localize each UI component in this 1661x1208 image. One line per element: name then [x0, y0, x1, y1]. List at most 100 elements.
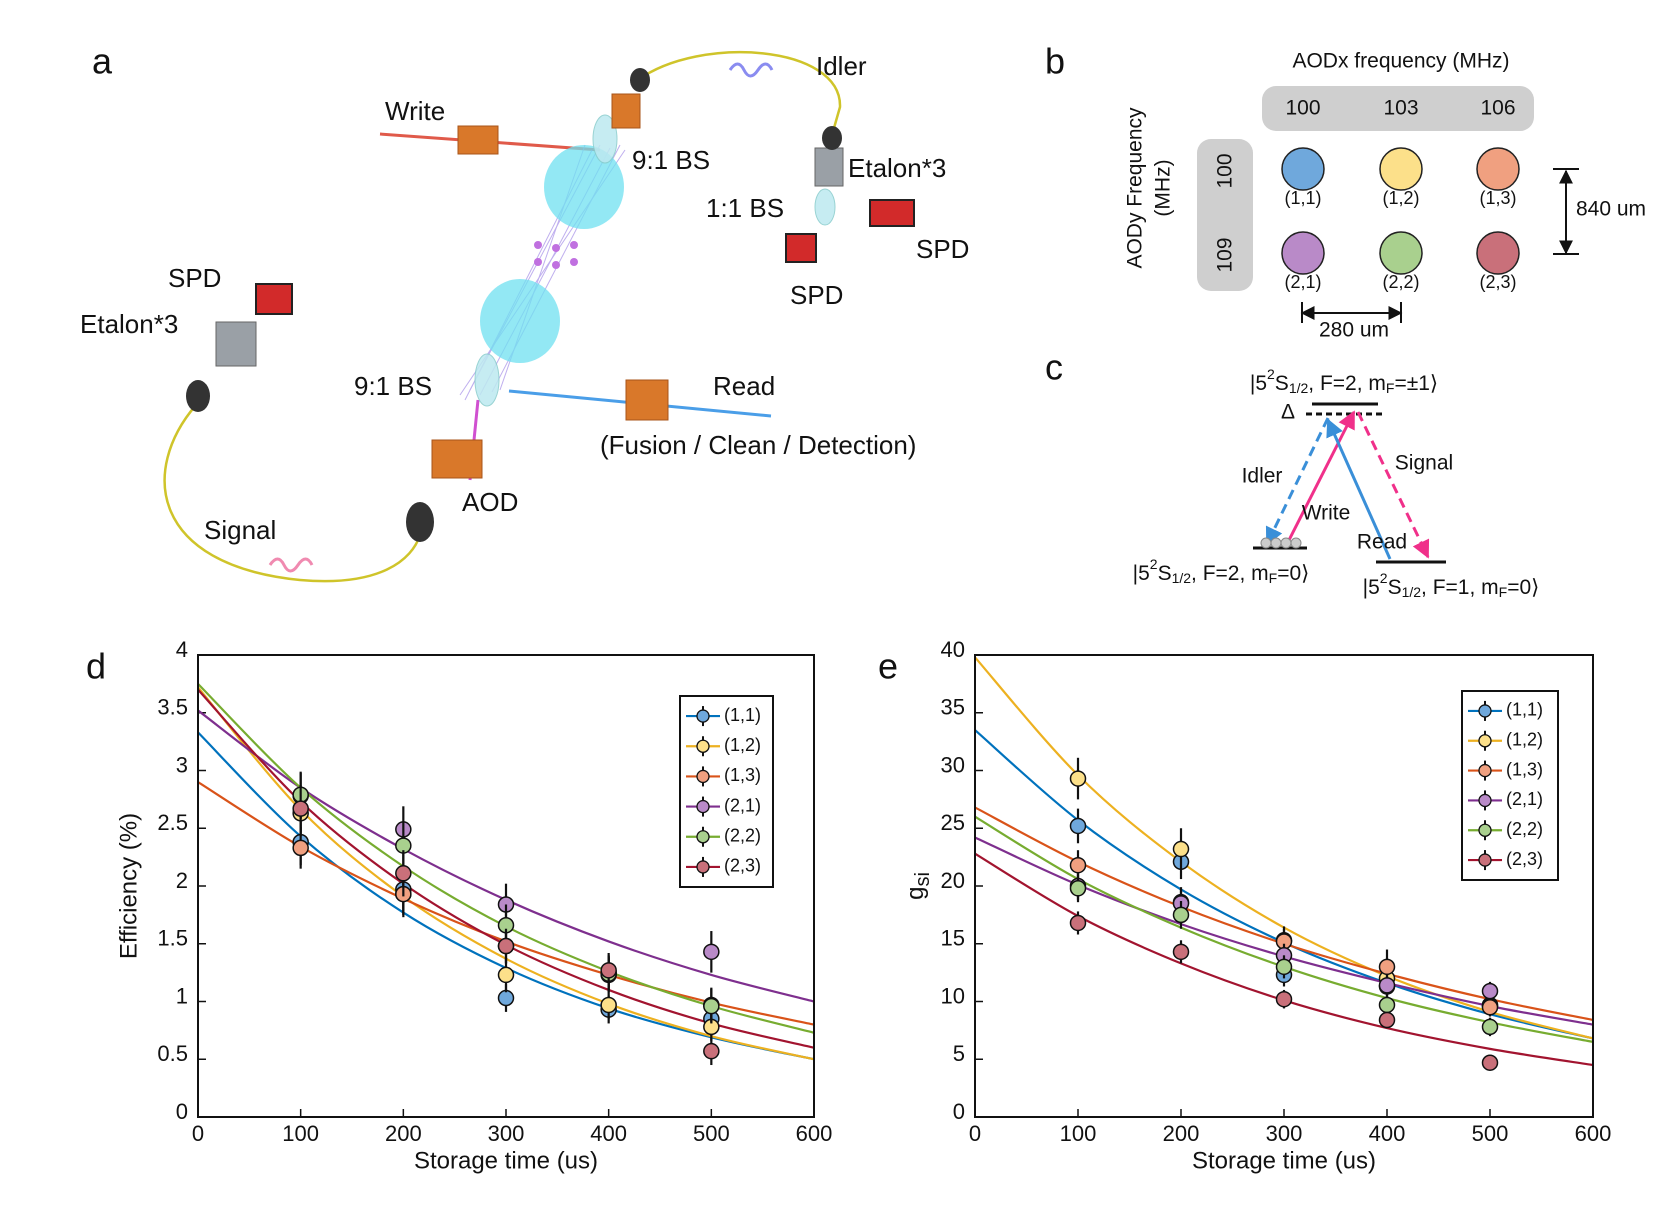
atoms — [1260, 537, 1302, 549]
x-tick-label: 400 — [1369, 1121, 1406, 1146]
label-part: 2 — [1380, 570, 1388, 586]
label-part: 1/2 — [1402, 584, 1422, 600]
data-point — [703, 1042, 720, 1060]
label-part: F — [1386, 380, 1395, 396]
freq-box — [1262, 86, 1534, 131]
x-tick-label: 500 — [1472, 1121, 1509, 1146]
x-tick-label: 600 — [1575, 1121, 1612, 1146]
label: Signal — [204, 515, 276, 545]
transition-label: Read — [1357, 531, 1407, 554]
legend-marker — [696, 739, 710, 753]
panel-label: d — [86, 646, 106, 687]
label: 1:1 BS — [706, 193, 784, 223]
label-part: , F=2, m — [1191, 562, 1269, 585]
y-tick-label: 35 — [941, 695, 965, 720]
data-point — [497, 966, 515, 984]
panel-label: b — [1045, 41, 1065, 82]
data-point — [1275, 958, 1293, 976]
legend-marker — [1478, 763, 1492, 778]
site — [1379, 231, 1423, 275]
panel-label: e — [878, 646, 898, 687]
label-part: F — [1499, 584, 1508, 600]
label: 9:1 BS — [632, 145, 710, 175]
y-tick-label: 2.5 — [157, 810, 188, 835]
legend-label: (2,3) — [724, 856, 761, 876]
label: SPD — [790, 280, 843, 310]
x-tick-label: 600 — [796, 1121, 833, 1146]
detuning: Δ — [1281, 401, 1295, 424]
site-label: (1,3) — [1479, 188, 1516, 208]
x-axis-label: Storage time (us) — [1192, 1147, 1376, 1174]
data-point — [1172, 906, 1190, 924]
legend-label: (2,1) — [1506, 789, 1543, 809]
site — [1379, 147, 1423, 191]
data-point — [497, 989, 515, 1007]
transition-label: Write — [1302, 502, 1351, 525]
x-freq: 100 — [1285, 97, 1320, 120]
data-point — [1481, 982, 1499, 1000]
site-label: (2,1) — [1284, 272, 1321, 292]
label-part: =±1⟩ — [1394, 372, 1438, 395]
signal-arrow — [1356, 411, 1430, 559]
legend-label: (1,3) — [1506, 759, 1543, 779]
data-point — [1378, 1011, 1396, 1029]
y-tick-label: 4 — [176, 637, 188, 662]
y-tick-label: 20 — [941, 868, 965, 893]
x-tick-label: 100 — [282, 1121, 319, 1146]
legend-marker — [1478, 734, 1492, 748]
label-part: , F=1, m — [1421, 576, 1499, 599]
x-freq: 103 — [1383, 97, 1418, 120]
legend-marker — [1478, 793, 1492, 808]
y-freq: 100 — [1214, 153, 1237, 188]
legend-label: (2,2) — [724, 826, 761, 846]
label: (Fusion / Clean / Detection) — [600, 430, 916, 460]
y-tick-label: 0.5 — [157, 1041, 188, 1066]
label-part: |5 — [1250, 372, 1267, 395]
data-point — [1069, 856, 1087, 874]
legend — [679, 695, 774, 888]
data-point — [1069, 770, 1087, 787]
panel-label: a — [92, 41, 113, 82]
data-point — [600, 996, 617, 1014]
state-label: |52S1/2, F=2, mF=±1⟩ — [1250, 366, 1438, 396]
panel-label: c — [1045, 347, 1063, 388]
data-point — [1172, 840, 1190, 858]
transition-label: Signal — [1395, 452, 1453, 475]
label-part: S — [1388, 576, 1402, 599]
site — [1476, 231, 1520, 275]
x-axis-label: Storage time (us) — [414, 1147, 598, 1174]
label: Read — [713, 371, 775, 401]
legend-label: (2,3) — [1506, 849, 1543, 869]
label-part: 1/2 — [1289, 380, 1309, 396]
data-point — [1378, 958, 1396, 976]
x-tick-label: 100 — [1060, 1121, 1097, 1146]
scale-label: 840 um — [1576, 198, 1646, 221]
legend-marker — [696, 830, 710, 844]
legend-marker — [696, 769, 710, 784]
site — [1281, 231, 1325, 275]
axes-frame — [197, 654, 815, 1118]
data-point — [1275, 990, 1293, 1008]
label-part: 2 — [1150, 556, 1158, 572]
x-tick-label: 300 — [1266, 1121, 1303, 1146]
y-tick-label: 3 — [176, 752, 188, 777]
site-label: (1,2) — [1382, 188, 1419, 208]
y-tick-label: 0 — [953, 1099, 965, 1124]
x-tick-label: 300 — [488, 1121, 525, 1146]
data-point — [1378, 977, 1396, 994]
x-tick-label: 0 — [969, 1121, 981, 1146]
x-tick-label: 200 — [385, 1121, 422, 1146]
legend-label: (1,3) — [724, 765, 761, 785]
y-tick-label: 5 — [953, 1041, 965, 1066]
setup-drawing — [163, 50, 915, 583]
site-label: (2,2) — [1382, 272, 1419, 292]
x-tick-label: 0 — [192, 1121, 204, 1146]
transition-label: Idler — [1242, 465, 1283, 488]
x-tick-label: 400 — [590, 1121, 627, 1146]
legend-marker — [1478, 823, 1492, 837]
label-part: |5 — [1133, 562, 1150, 585]
y-tick-label: 0 — [176, 1099, 188, 1124]
label-part: S — [1275, 372, 1289, 395]
data-point — [1378, 996, 1396, 1014]
label-part: =0⟩ — [1507, 576, 1539, 599]
